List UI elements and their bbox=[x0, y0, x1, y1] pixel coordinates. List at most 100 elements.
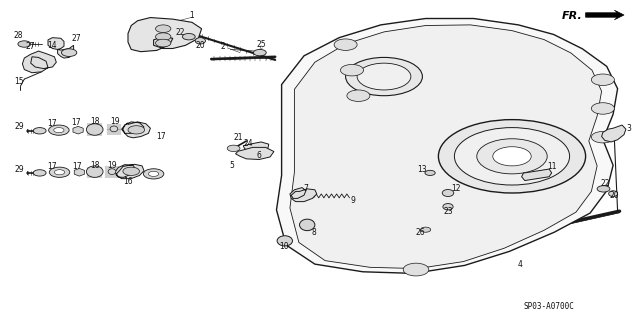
Text: 18: 18 bbox=[90, 161, 99, 170]
Ellipse shape bbox=[300, 219, 315, 231]
Text: 17: 17 bbox=[70, 118, 81, 127]
Text: 3: 3 bbox=[627, 124, 632, 133]
Circle shape bbox=[156, 39, 171, 47]
Polygon shape bbox=[128, 18, 202, 52]
Text: 7: 7 bbox=[303, 184, 308, 193]
Text: 13: 13 bbox=[417, 165, 428, 174]
Ellipse shape bbox=[110, 126, 118, 132]
Polygon shape bbox=[122, 122, 150, 138]
Polygon shape bbox=[276, 19, 618, 273]
Ellipse shape bbox=[609, 191, 618, 197]
Polygon shape bbox=[522, 169, 552, 181]
Circle shape bbox=[182, 33, 195, 40]
Text: 27: 27 bbox=[72, 34, 82, 43]
Text: 23: 23 bbox=[443, 207, 453, 216]
Circle shape bbox=[340, 64, 364, 76]
Polygon shape bbox=[236, 147, 274, 160]
Circle shape bbox=[156, 33, 171, 41]
Polygon shape bbox=[602, 125, 626, 142]
Text: 20: 20 bbox=[195, 41, 205, 50]
Text: 4: 4 bbox=[517, 260, 522, 269]
Text: 28: 28 bbox=[13, 31, 22, 40]
Text: 11: 11 bbox=[547, 162, 556, 171]
Text: 14: 14 bbox=[47, 41, 58, 50]
Circle shape bbox=[49, 167, 70, 177]
Polygon shape bbox=[22, 51, 56, 73]
Ellipse shape bbox=[86, 166, 103, 177]
Circle shape bbox=[148, 171, 159, 176]
Text: 17: 17 bbox=[156, 132, 166, 141]
Text: 29: 29 bbox=[14, 122, 24, 131]
Text: 24: 24 bbox=[243, 139, 253, 148]
Text: 10: 10 bbox=[278, 242, 289, 251]
Circle shape bbox=[591, 74, 614, 85]
Text: 26: 26 bbox=[415, 228, 425, 237]
Ellipse shape bbox=[108, 169, 116, 174]
Circle shape bbox=[493, 147, 531, 166]
Text: 1: 1 bbox=[189, 11, 195, 20]
Text: 25: 25 bbox=[256, 40, 266, 48]
Text: SP03-A0700C: SP03-A0700C bbox=[524, 302, 575, 311]
Circle shape bbox=[33, 128, 46, 134]
Ellipse shape bbox=[443, 204, 453, 210]
Text: 17: 17 bbox=[47, 162, 58, 171]
Text: 20: 20 bbox=[609, 191, 620, 200]
Text: 12: 12 bbox=[451, 184, 460, 193]
Circle shape bbox=[33, 170, 46, 176]
Text: 21: 21 bbox=[234, 133, 243, 142]
Text: 15: 15 bbox=[14, 77, 24, 86]
Circle shape bbox=[425, 170, 435, 175]
Text: 22: 22 bbox=[600, 179, 609, 188]
Text: 6: 6 bbox=[257, 151, 262, 160]
Ellipse shape bbox=[442, 189, 454, 197]
Circle shape bbox=[123, 167, 140, 175]
Circle shape bbox=[54, 128, 64, 133]
Circle shape bbox=[143, 169, 164, 179]
Polygon shape bbox=[48, 38, 74, 58]
Circle shape bbox=[403, 263, 429, 276]
Text: 17: 17 bbox=[72, 162, 82, 171]
Polygon shape bbox=[73, 126, 83, 134]
Text: 22: 22 bbox=[176, 28, 185, 37]
Circle shape bbox=[128, 126, 145, 134]
Text: 19: 19 bbox=[110, 117, 120, 126]
Polygon shape bbox=[74, 168, 84, 176]
Text: 27: 27 bbox=[26, 42, 36, 51]
Circle shape bbox=[346, 57, 422, 96]
Circle shape bbox=[347, 90, 370, 101]
Circle shape bbox=[591, 131, 614, 143]
Polygon shape bbox=[586, 10, 624, 20]
Circle shape bbox=[156, 25, 171, 33]
Circle shape bbox=[420, 227, 431, 232]
Circle shape bbox=[54, 170, 65, 175]
Circle shape bbox=[227, 145, 240, 152]
Ellipse shape bbox=[277, 236, 292, 246]
Text: 19: 19 bbox=[107, 161, 117, 170]
Circle shape bbox=[61, 49, 77, 56]
Polygon shape bbox=[115, 164, 144, 179]
Polygon shape bbox=[290, 25, 602, 269]
Circle shape bbox=[357, 63, 411, 90]
Text: 2: 2 bbox=[220, 42, 225, 51]
Circle shape bbox=[597, 186, 610, 192]
Circle shape bbox=[49, 125, 69, 135]
Polygon shape bbox=[243, 142, 269, 154]
Circle shape bbox=[18, 41, 31, 47]
Circle shape bbox=[253, 49, 266, 56]
Text: 17: 17 bbox=[47, 119, 58, 128]
Circle shape bbox=[438, 120, 586, 193]
Circle shape bbox=[454, 128, 570, 185]
Circle shape bbox=[591, 103, 614, 114]
Text: 8: 8 bbox=[311, 228, 316, 237]
Text: 5: 5 bbox=[229, 161, 234, 170]
Text: FR.: FR. bbox=[562, 11, 582, 21]
Ellipse shape bbox=[86, 124, 103, 135]
Text: 18: 18 bbox=[90, 117, 99, 126]
Polygon shape bbox=[290, 188, 317, 202]
Text: 16: 16 bbox=[123, 177, 133, 186]
Ellipse shape bbox=[195, 38, 205, 44]
Circle shape bbox=[477, 139, 547, 174]
Text: 9: 9 bbox=[351, 196, 356, 205]
Text: 29: 29 bbox=[14, 165, 24, 174]
Circle shape bbox=[334, 39, 357, 50]
